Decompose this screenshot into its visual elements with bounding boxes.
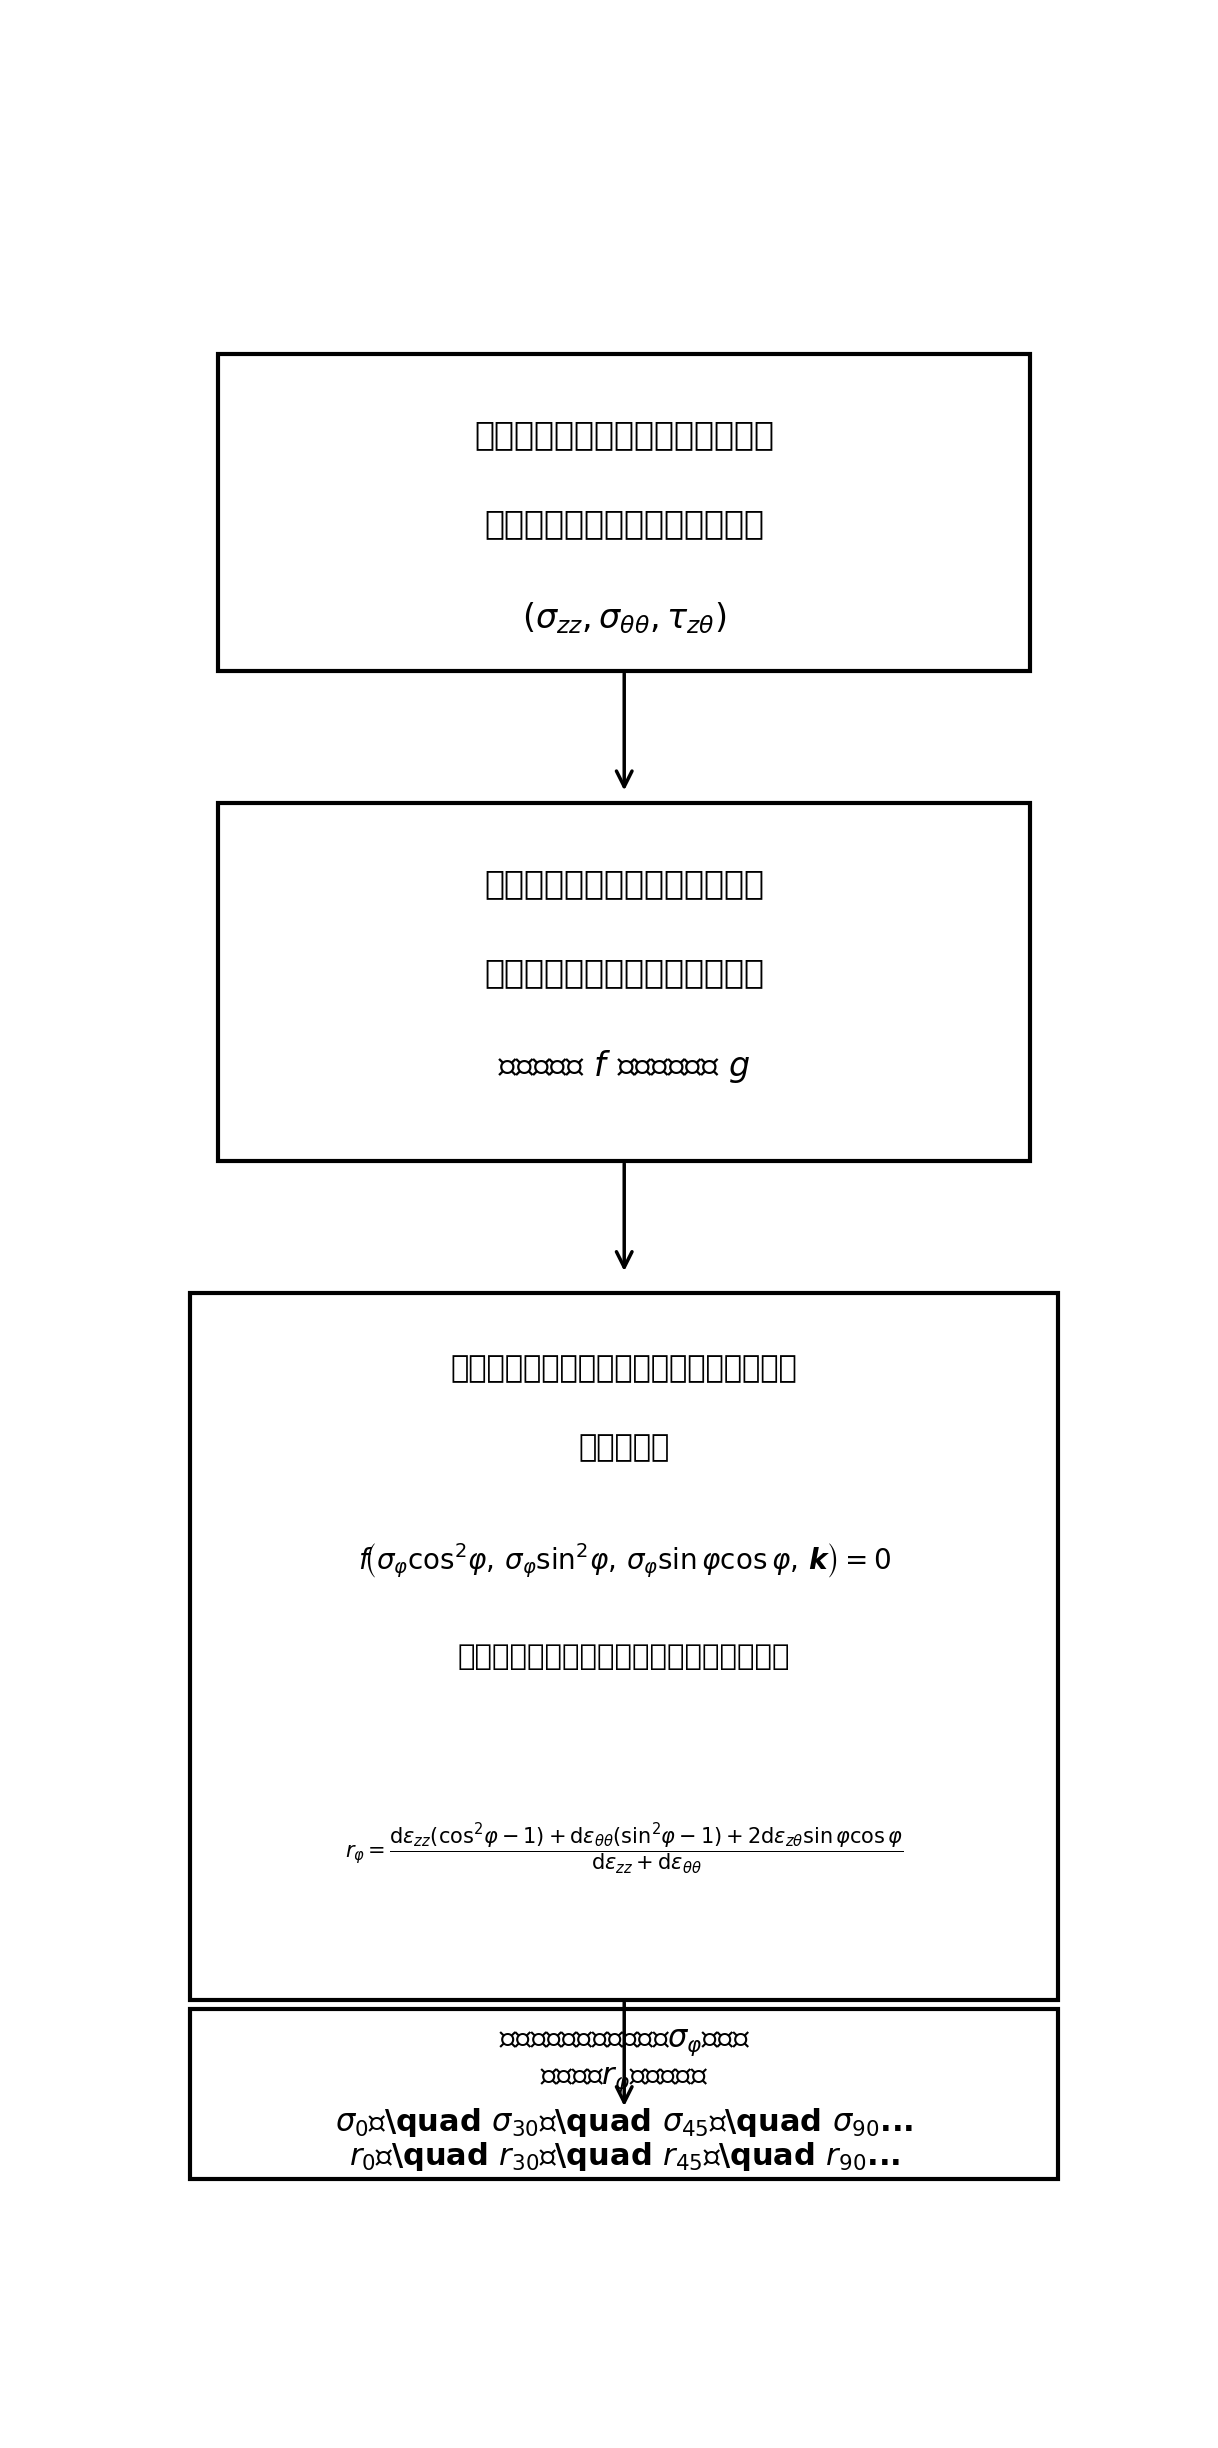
Bar — [190, 1293, 1058, 2000]
Text: 获取若干组管材变形实验数据：: 获取若干组管材变形实验数据： — [485, 507, 764, 541]
Text: $r_{0}$，\quad $r_{30}$，\quad $r_{45}$，\quad $r_{90}$...: $r_{0}$，\quad $r_{30}$，\quad $r_{45}$，\q… — [348, 2140, 900, 2174]
Text: 利用塑性势函数建立厚向异性系数的表达式: 利用塑性势函数建立厚向异性系数的表达式 — [458, 1643, 790, 1670]
Text: 应力表达式: 应力表达式 — [579, 1432, 670, 1461]
Text: $\sigma_{0}$，\quad $\sigma_{30}$，\quad $\sigma_{45}$，\quad $\sigma_{90}$...: $\sigma_{0}$，\quad $\sigma_{30}$，\quad $… — [335, 2105, 914, 2140]
Text: $(\sigma_{zz},\sigma_{\theta\theta},\tau_{z\theta})$: $(\sigma_{zz},\sigma_{\theta\theta},\tau… — [523, 600, 726, 636]
Text: 管材双向加载实验和管材剪切实验: 管材双向加载实验和管材剪切实验 — [474, 419, 775, 450]
Text: 选择合适的屈服函数和塑性势函: 选择合适的屈服函数和塑性势函 — [485, 867, 764, 901]
Text: 利用屈服函数建立确定管材任意方向的屈服: 利用屈服函数建立确定管材任意方向的屈服 — [451, 1354, 798, 1383]
Text: 的屈服函数 $f$ 和塑性势函数 $g$: 的屈服函数 $f$ 和塑性势函数 $g$ — [498, 1048, 750, 1084]
Text: 异性系数$r_{\varphi}$值，例如：: 异性系数$r_{\varphi}$值，例如： — [541, 2066, 708, 2095]
Bar — [190, 2010, 1058, 2179]
Text: 得到任意方向的屈服应力$\sigma_{\varphi}$和厚向: 得到任意方向的屈服应力$\sigma_{\varphi}$和厚向 — [498, 2027, 750, 2059]
Text: $f\!\left(\sigma_{\varphi}\cos^{2}\!\varphi,\,\sigma_{\varphi}\sin^{2}\!\varphi,: $f\!\left(\sigma_{\varphi}\cos^{2}\!\var… — [358, 1542, 890, 1579]
Bar — [218, 355, 1030, 671]
Text: 数，利用管材实验数据确定管材: 数，利用管材实验数据确定管材 — [485, 955, 764, 989]
Text: $r_{\varphi}=\dfrac{\mathrm{d}\varepsilon_{zz}(\cos^{2}\!\varphi-1)+\mathrm{d}\v: $r_{\varphi}=\dfrac{\mathrm{d}\varepsilo… — [345, 1821, 904, 1878]
Bar — [218, 803, 1030, 1160]
